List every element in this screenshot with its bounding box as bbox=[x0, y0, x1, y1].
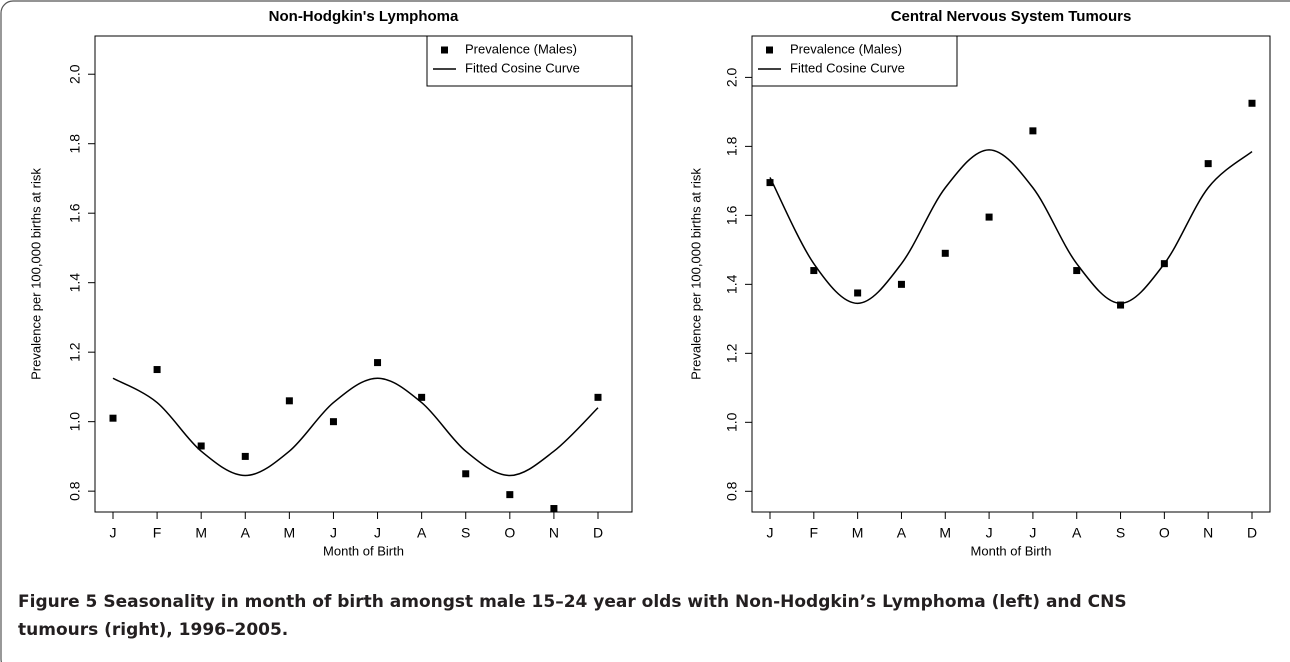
legend-label: Prevalence (Males) bbox=[790, 41, 902, 56]
legend-box bbox=[751, 35, 958, 87]
y-tick-label: 1.4 bbox=[67, 273, 83, 293]
y-tick-label: 1.6 bbox=[67, 203, 83, 223]
x-tick-label: A bbox=[897, 525, 907, 541]
point bbox=[810, 267, 818, 275]
legend-label: Prevalence (Males) bbox=[465, 41, 577, 56]
caption: Figure 5 Seasonality in month of birth am… bbox=[18, 588, 1208, 644]
legend-marker bbox=[766, 46, 773, 54]
x-tick-label: J bbox=[110, 525, 117, 541]
x-tick-label: M bbox=[195, 525, 207, 541]
point bbox=[285, 397, 293, 405]
x-axis-label: Month of Birth bbox=[323, 543, 404, 558]
plot-frame bbox=[751, 35, 1271, 513]
chart-title: Non-Hodgkin's Lymphoma bbox=[269, 8, 459, 25]
point bbox=[1117, 301, 1125, 309]
point bbox=[854, 289, 862, 297]
point bbox=[109, 414, 117, 422]
y-tick-label: 1.6 bbox=[724, 205, 740, 225]
point bbox=[985, 213, 993, 221]
point bbox=[462, 470, 470, 478]
x-tick-label: N bbox=[1203, 525, 1213, 541]
point bbox=[374, 359, 382, 367]
x-tick-label: M bbox=[939, 525, 951, 541]
y-tick-label: 1.8 bbox=[67, 134, 83, 154]
y-tick-label: 1.2 bbox=[724, 343, 740, 363]
point bbox=[1073, 267, 1081, 275]
x-tick-label: F bbox=[810, 525, 819, 541]
x-axis-label: Month of Birth bbox=[971, 543, 1052, 558]
x-tick-label: S bbox=[1116, 525, 1125, 541]
point bbox=[550, 505, 558, 513]
chart-title: Central Nervous System Tumours bbox=[891, 8, 1132, 25]
x-tick-label: A bbox=[1072, 525, 1082, 541]
x-tick-label: O bbox=[1159, 525, 1170, 541]
x-tick-label: J bbox=[330, 525, 337, 541]
y-tick-label: 1.8 bbox=[724, 136, 740, 156]
x-tick-label: O bbox=[504, 525, 515, 541]
point bbox=[418, 393, 426, 401]
y-tick-label: 2.0 bbox=[724, 67, 740, 87]
x-tick-label: J bbox=[767, 525, 774, 541]
x-tick-label: J bbox=[1029, 525, 1036, 541]
x-tick-label: M bbox=[284, 525, 296, 541]
fitted-curve bbox=[112, 377, 599, 477]
y-tick-label: 1.0 bbox=[67, 412, 83, 432]
x-tick-label: F bbox=[153, 525, 162, 541]
legend-label: Fitted Cosine Curve bbox=[465, 60, 580, 75]
point bbox=[941, 249, 949, 257]
legend-box bbox=[426, 35, 633, 87]
caption-text: Seasonality in month of birth amongst ma… bbox=[18, 592, 1127, 640]
x-tick-label: A bbox=[417, 525, 427, 541]
point bbox=[197, 442, 205, 450]
point bbox=[241, 452, 249, 460]
point bbox=[506, 491, 514, 499]
caption-label: Figure 5 bbox=[18, 592, 98, 612]
point bbox=[153, 366, 161, 374]
y-tick-label: 0.8 bbox=[724, 481, 740, 501]
y-tick-label: 1.2 bbox=[67, 342, 83, 362]
y-axis-label: Prevalence per 100,000 births at risk bbox=[28, 168, 43, 380]
legend-label: Fitted Cosine Curve bbox=[790, 60, 905, 75]
x-tick-label: M bbox=[852, 525, 864, 541]
legend-marker bbox=[441, 46, 448, 54]
plot-frame bbox=[94, 35, 633, 513]
y-tick-label: 0.8 bbox=[67, 481, 83, 501]
x-tick-label: J bbox=[986, 525, 993, 541]
point bbox=[897, 280, 905, 288]
y-tick-label: 2.0 bbox=[67, 64, 83, 84]
point bbox=[329, 418, 337, 426]
x-tick-label: D bbox=[593, 525, 603, 541]
y-tick-label: 1.0 bbox=[724, 412, 740, 432]
y-tick-label: 1.4 bbox=[724, 274, 740, 294]
x-tick-label: S bbox=[461, 525, 470, 541]
x-tick-label: D bbox=[1247, 525, 1257, 541]
x-tick-label: J bbox=[374, 525, 381, 541]
point bbox=[1204, 160, 1212, 168]
y-axis-label: Prevalence per 100,000 births at risk bbox=[688, 168, 703, 380]
point bbox=[766, 179, 774, 187]
point bbox=[594, 393, 602, 401]
point bbox=[1029, 127, 1037, 135]
point bbox=[1248, 99, 1256, 107]
x-tick-label: A bbox=[241, 525, 251, 541]
fitted-curve bbox=[769, 149, 1253, 305]
x-tick-label: N bbox=[549, 525, 559, 541]
